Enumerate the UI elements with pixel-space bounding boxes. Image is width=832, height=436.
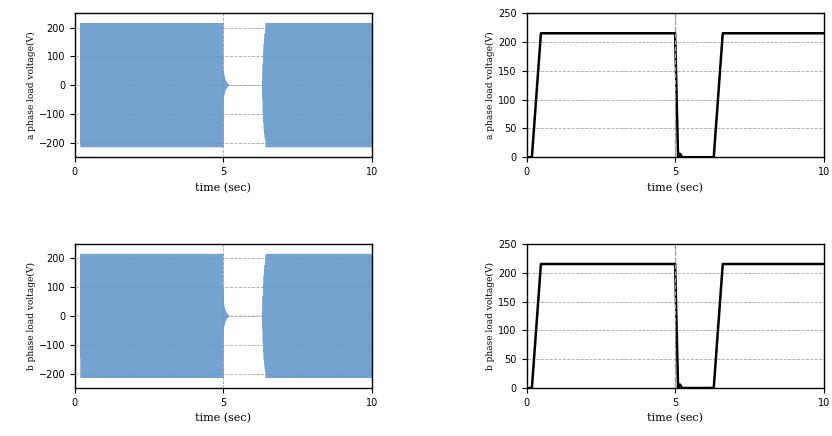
Y-axis label: a phase load voltage(V): a phase load voltage(V) bbox=[486, 31, 495, 139]
Y-axis label: b phase load voltage(V): b phase load voltage(V) bbox=[27, 262, 36, 370]
Y-axis label: b phase load voltage(V): b phase load voltage(V) bbox=[486, 262, 495, 370]
X-axis label: time (sec): time (sec) bbox=[196, 183, 251, 193]
X-axis label: time (sec): time (sec) bbox=[647, 413, 703, 424]
X-axis label: time (sec): time (sec) bbox=[647, 183, 703, 193]
Y-axis label: a phase load voltage(V): a phase load voltage(V) bbox=[27, 31, 36, 139]
X-axis label: time (sec): time (sec) bbox=[196, 413, 251, 424]
